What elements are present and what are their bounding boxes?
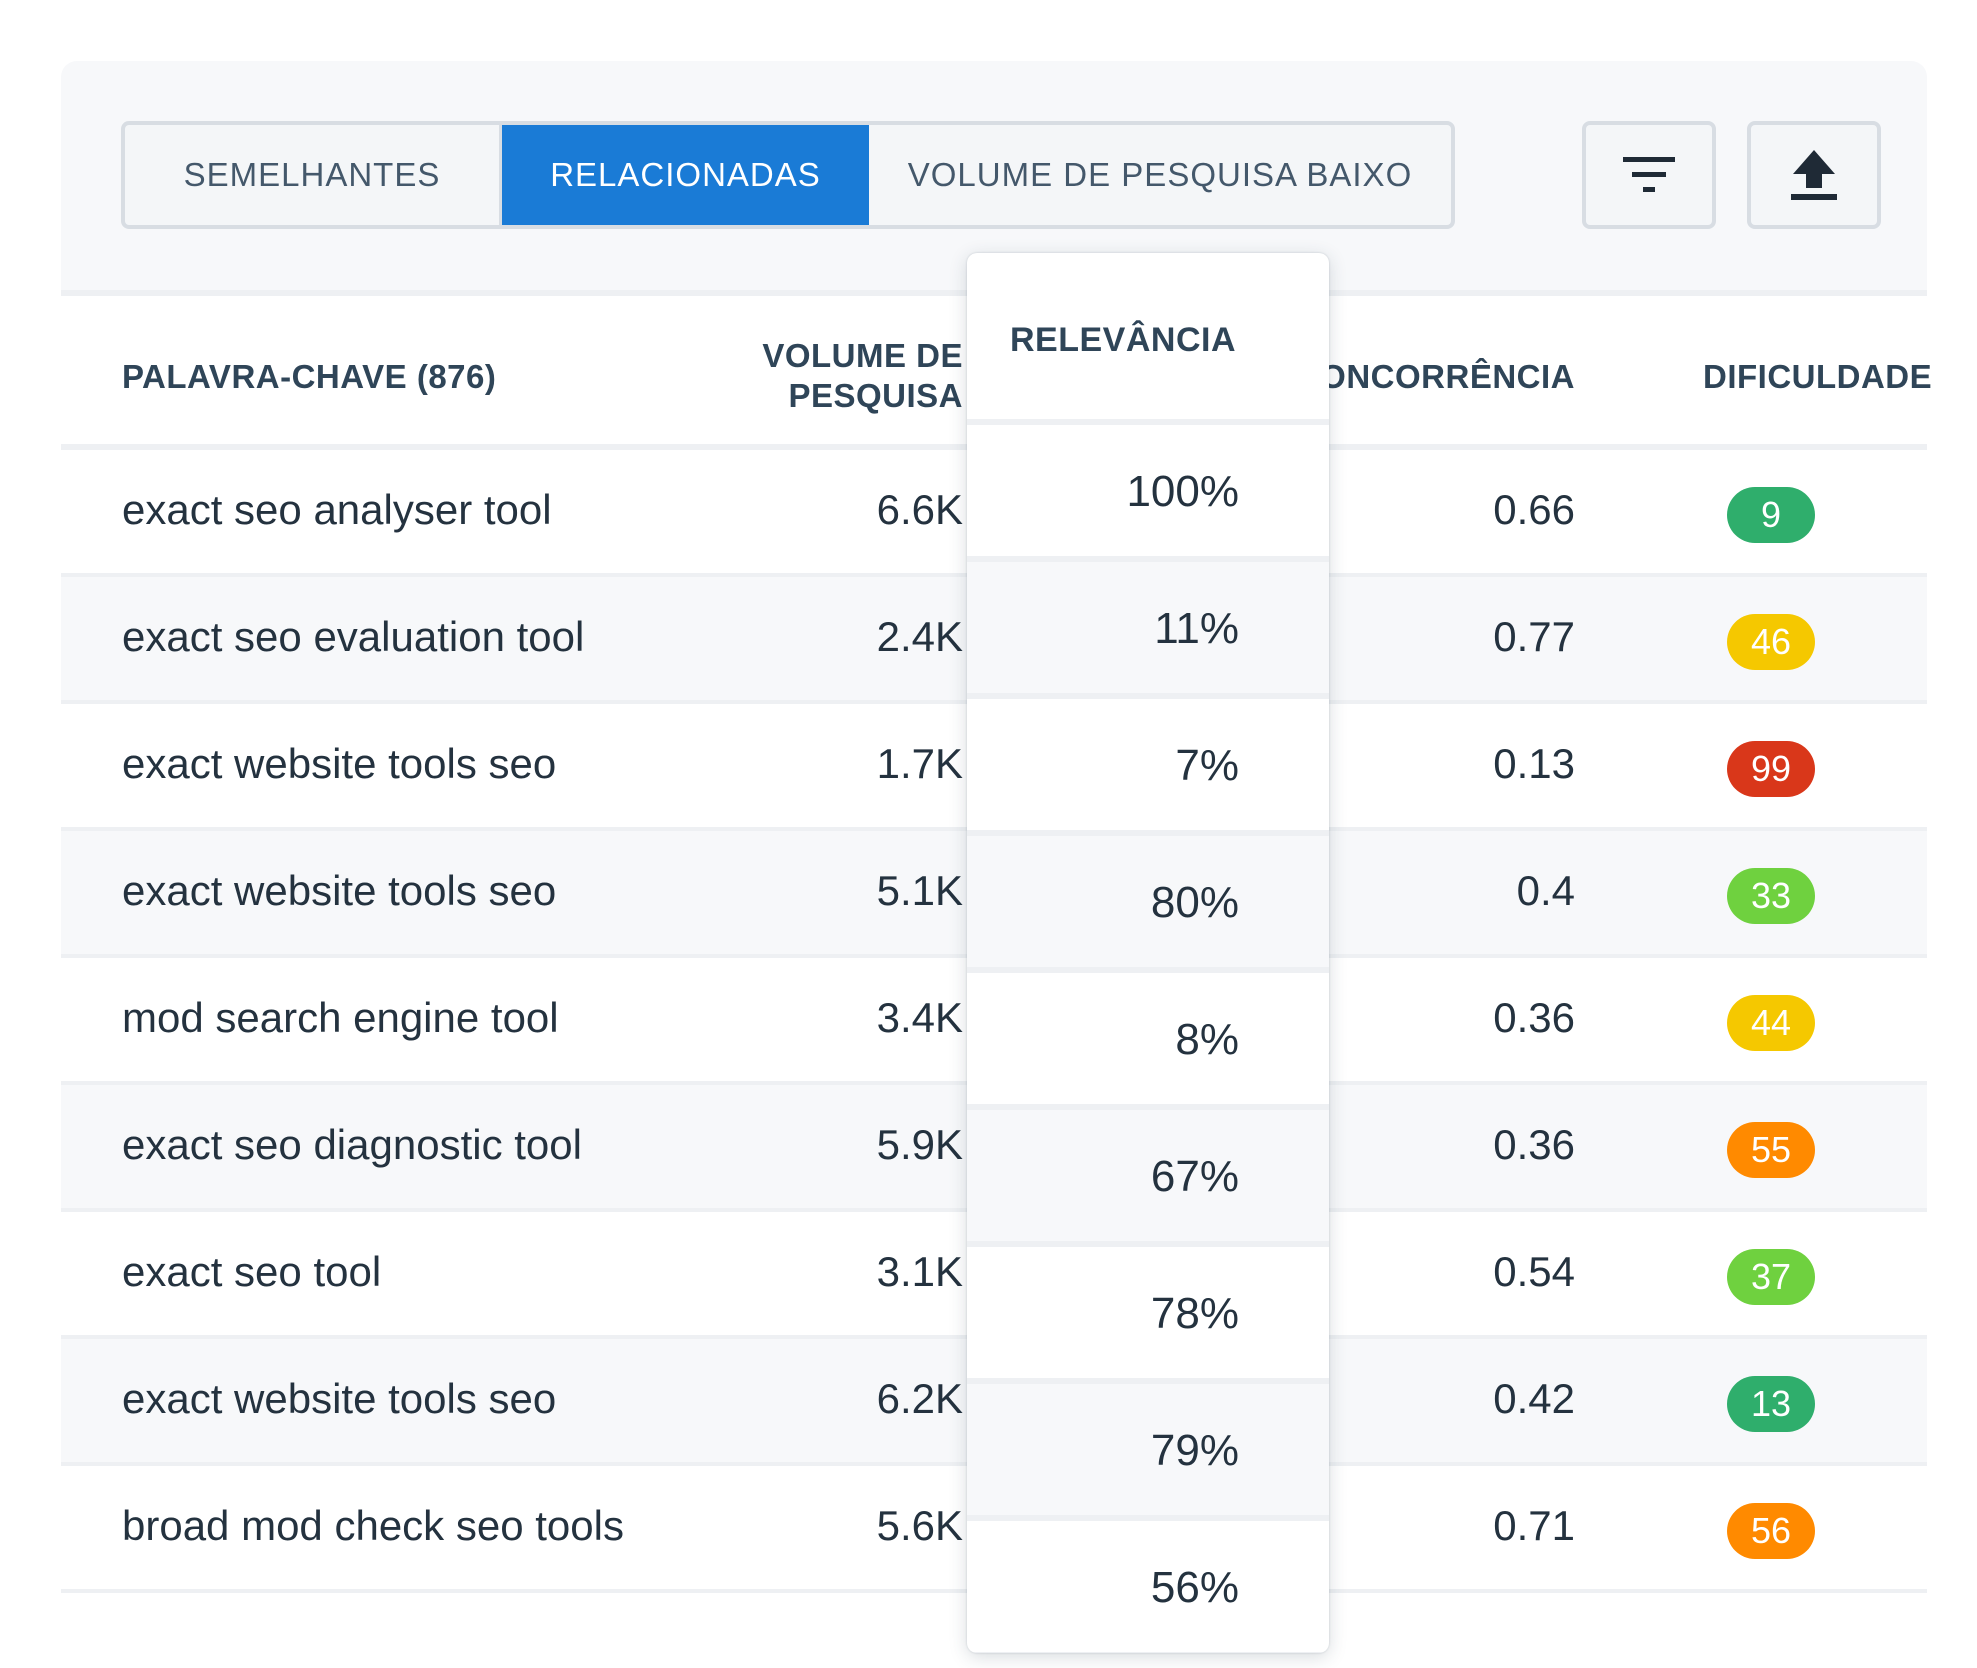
volume-cell: 5.1K (876, 867, 963, 914)
tab-group: SEMELHANTES RELACIONADAS VOLUME DE PESQU… (121, 121, 1455, 229)
relevance-value: 100% (1126, 467, 1239, 516)
difficulty-badge: 56 (1727, 1503, 1815, 1559)
keyword-cell[interactable]: exact website tools seo (122, 1375, 557, 1422)
difficulty-badge: 46 (1727, 614, 1815, 670)
difficulty-badge: 33 (1727, 868, 1815, 924)
volume-cell: 1.7K (876, 740, 963, 787)
keyword-cell[interactable]: exact website tools seo (122, 740, 557, 787)
difficulty-badge: 13 (1727, 1376, 1815, 1432)
volume-cell: 2.4K (876, 613, 963, 660)
header-difficulty[interactable]: DIFICULDADE (1703, 358, 1933, 395)
relevance-cell: 7% (967, 699, 1329, 836)
tab-semelhantes[interactable]: SEMELHANTES (125, 125, 502, 225)
difficulty-badge: 37 (1727, 1249, 1815, 1305)
difficulty-badge: 44 (1727, 995, 1815, 1051)
relevance-value: 7% (1175, 741, 1239, 790)
keyword-cell[interactable]: exact seo analyser tool (122, 486, 552, 533)
relevance-cell: 100% (967, 425, 1329, 562)
relevance-cell: 8% (967, 973, 1329, 1110)
volume-cell: 3.1K (876, 1248, 963, 1295)
relevance-cell: 78% (967, 1247, 1329, 1384)
export-button[interactable] (1747, 121, 1881, 229)
difficulty-badge: 99 (1727, 741, 1815, 797)
header-volume-line2: PESQUISA (788, 377, 963, 414)
relevance-cell: 80% (967, 836, 1329, 973)
competition-cell: 0.77 (1493, 613, 1575, 660)
relevance-value: 8% (1175, 1015, 1239, 1064)
keyword-cell[interactable]: exact website tools seo (122, 867, 557, 914)
header-competition[interactable]: ONCORRÊNCIA (1320, 358, 1575, 395)
difficulty-badge: 55 (1727, 1122, 1815, 1178)
competition-cell: 0.71 (1493, 1502, 1575, 1549)
competition-cell: 0.36 (1493, 1121, 1575, 1168)
competition-cell: 0.36 (1493, 994, 1575, 1041)
filter-icon (1623, 157, 1675, 192)
relevance-cells: 100% 11% 7% 80% 8% 67% 78% 79% 56% (967, 425, 1329, 1653)
relevance-cell: 56% (967, 1521, 1329, 1653)
tab-volume-baixo[interactable]: VOLUME DE PESQUISA BAIXO (907, 156, 1413, 193)
relevance-value: 78% (1150, 1289, 1239, 1338)
keyword-cell[interactable]: broad mod check seo tools (122, 1502, 624, 1549)
competition-cell: 0.66 (1493, 486, 1575, 533)
header-relevance[interactable]: RELEVÂNCIA (967, 253, 1329, 425)
competition-cell: 0.54 (1493, 1248, 1575, 1295)
difficulty-badge: 9 (1727, 487, 1815, 543)
tab-relacionadas[interactable]: RELACIONADAS (502, 125, 869, 225)
volume-cell: 3.4K (876, 994, 963, 1041)
relevance-cell: 79% (967, 1384, 1329, 1521)
header-volume[interactable]: VOLUME DE PESQUISA (762, 336, 963, 416)
volume-cell: 6.6K (876, 486, 963, 533)
relevance-value: 56% (1150, 1563, 1239, 1612)
relevance-column: RELEVÂNCIA 100% 11% 7% 80% 8% 67% 78% 79% 56% (967, 253, 1329, 1653)
upload-icon (1791, 150, 1837, 200)
header-relevance-label: RELEVÂNCIA (1010, 321, 1237, 359)
keyword-cell[interactable]: exact seo tool (122, 1248, 382, 1295)
relevance-cell: 67% (967, 1110, 1329, 1247)
header-keyword[interactable]: PALAVRA-CHAVE (876) (122, 358, 497, 395)
header-volume-line1: VOLUME DE (762, 337, 963, 374)
keyword-cell[interactable]: exact seo diagnostic tool (122, 1121, 582, 1168)
competition-cell: 0.42 (1493, 1375, 1575, 1422)
competition-cell: 0.4 (1516, 867, 1575, 914)
keyword-cell[interactable]: exact seo evaluation tool (122, 613, 585, 660)
relevance-value: 79% (1150, 1426, 1239, 1475)
filter-button[interactable] (1582, 121, 1716, 229)
volume-cell: 6.2K (876, 1375, 963, 1422)
relevance-cell: 11% (967, 562, 1329, 699)
relevance-value: 67% (1150, 1152, 1239, 1201)
relevance-value: 80% (1150, 878, 1239, 927)
relevance-value: 11% (1154, 604, 1239, 653)
keyword-cell[interactable]: mod search engine tool (122, 994, 559, 1041)
competition-cell: 0.13 (1493, 740, 1575, 787)
volume-cell: 5.9K (876, 1121, 963, 1168)
volume-cell: 5.6K (876, 1502, 963, 1549)
